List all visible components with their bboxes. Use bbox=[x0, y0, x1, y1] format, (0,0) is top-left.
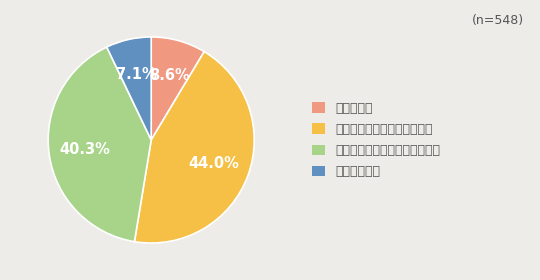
Wedge shape bbox=[107, 37, 151, 140]
Wedge shape bbox=[48, 47, 151, 242]
Wedge shape bbox=[151, 37, 204, 140]
Wedge shape bbox=[134, 52, 254, 243]
Text: 44.0%: 44.0% bbox=[188, 156, 240, 171]
Text: (n=548): (n=548) bbox=[471, 14, 524, 27]
Text: 40.3%: 40.3% bbox=[59, 142, 110, 157]
Text: 7.1%: 7.1% bbox=[116, 67, 157, 82]
Legend: 出来ている, どちらかというと出来ている, どちらかというと出来ていない, 出来ていない: 出来ている, どちらかというと出来ている, どちらかというと出来ていない, 出来… bbox=[309, 98, 444, 182]
Text: 8.6%: 8.6% bbox=[148, 68, 190, 83]
